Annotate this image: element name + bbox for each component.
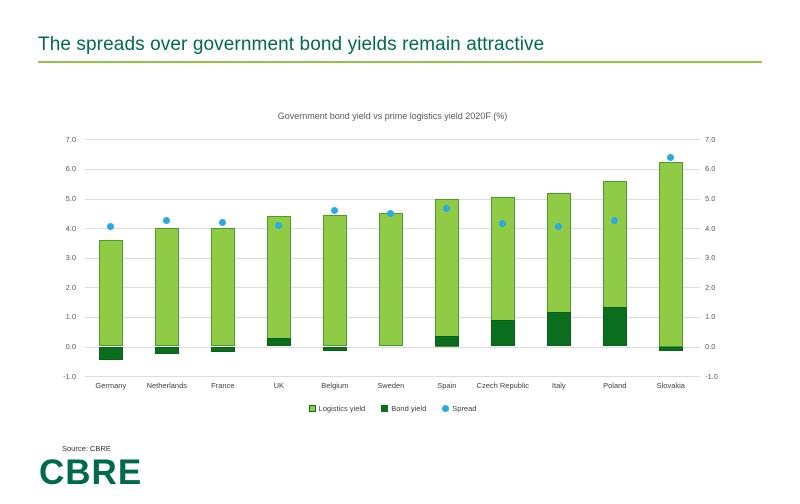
x-axis-category-label: Germany (95, 381, 127, 390)
spread-dot (163, 217, 171, 225)
y-axis-tick-label-left: -1.0 (63, 371, 76, 381)
y-axis-tick-label-right: 6.0 (705, 164, 716, 174)
chart-title: Government bond yield vs prime logistics… (277, 111, 508, 121)
gridline (85, 139, 700, 141)
y-axis-tick-label-right: 5.0 (705, 194, 716, 203)
bond-yield-bar (210, 346, 235, 353)
legend-item-spread: Spread (442, 404, 476, 413)
x-axis-category-label: Poland (603, 381, 627, 390)
y-axis-tick-label-right: 1.0 (705, 312, 716, 322)
logistics-yield-bar (434, 198, 459, 347)
spread-dot (667, 153, 675, 161)
x-axis-category-label: Czech Republic (476, 381, 530, 390)
logistics-yield-swatch-icon (308, 405, 316, 412)
x-axis-category-label: Spain (437, 381, 457, 390)
title-underline (38, 61, 762, 63)
logistics-yield-bar (658, 161, 683, 347)
spread-dot (611, 217, 619, 225)
y-axis-tick-label-right: 3.0 (705, 253, 716, 263)
logistics-yield-bar (322, 214, 347, 347)
legend-item-bond-yield: Bond yield (381, 404, 426, 413)
bond-yield-bar (154, 346, 179, 354)
spread-dot (107, 223, 115, 231)
y-axis-tick-label-left: 5.0 (65, 194, 76, 203)
y-axis-tick-label-left: 4.0 (65, 223, 76, 233)
y-axis-tick-label-right: 2.0 (705, 282, 716, 292)
gridline (85, 168, 700, 170)
gridline (85, 376, 700, 378)
x-axis-category-label: Netherlands (146, 381, 188, 390)
gridline (85, 346, 700, 348)
spread-dot (443, 205, 451, 213)
legend-item-logistics-yield: Logistics yield (308, 404, 366, 413)
bond-yield-bar (602, 306, 627, 347)
bond-yield-bar (434, 336, 459, 347)
bond-yield-bar (266, 337, 291, 347)
x-axis-category-label: Italy (551, 381, 566, 390)
spread-dot (219, 218, 227, 226)
spread-dot (499, 220, 507, 228)
y-axis-tick-label-right: 4.0 (705, 223, 716, 233)
y-axis-tick-label-right: -1.0 (705, 371, 718, 381)
bond-yield-swatch-icon (381, 405, 389, 412)
spread-dot (555, 223, 563, 231)
gridline (85, 198, 700, 200)
legend-label: Bond yield (391, 404, 427, 413)
y-axis-tick-label-right: 0.0 (705, 342, 716, 351)
logistics-yield-bar (98, 239, 123, 347)
spread-dot (387, 209, 395, 217)
cbre-logo: CBRE (39, 453, 143, 492)
bond-yield-bar (322, 346, 347, 351)
x-axis-category-label: Slovakia (656, 381, 685, 390)
spread-dot (275, 221, 283, 229)
logistics-yield-bar (378, 213, 403, 347)
bond-yield-bar (98, 346, 123, 360)
y-axis-tick-label-left: 6.0 (65, 164, 76, 174)
y-axis-tick-label-left: 2.0 (65, 282, 76, 292)
page-title: The spreads over government bond yields … (38, 34, 545, 55)
chart-legend: Logistics yield Bond yield Spread (85, 404, 700, 413)
x-axis-category-label: UK (273, 381, 284, 390)
source-note: Source: CBRE (62, 444, 111, 453)
x-axis-category-label: Sweden (377, 381, 405, 390)
y-axis-tick-label-right: 7.0 (705, 134, 716, 144)
bond-yield-bar (658, 346, 683, 351)
bond-yield-bar (546, 312, 571, 347)
y-axis-tick-label-left: 0.0 (65, 342, 76, 351)
x-axis-category-label: Belgium (321, 381, 349, 390)
logistics-yield-bar (210, 228, 235, 347)
spread-dot-icon (442, 405, 450, 412)
legend-label: Spread (452, 404, 477, 413)
bond-yield-bar (490, 319, 515, 347)
y-axis-tick-label-left: 7.0 (65, 134, 76, 144)
logistics-yield-bar (154, 228, 179, 347)
x-axis-category-label: France (211, 381, 235, 390)
legend-label: Logistics yield (318, 404, 366, 413)
logistics-yield-bar (266, 216, 291, 347)
y-axis-tick-label-left: 3.0 (65, 253, 76, 263)
spread-dot (331, 206, 339, 214)
y-axis-tick-label-left: 1.0 (65, 312, 76, 322)
